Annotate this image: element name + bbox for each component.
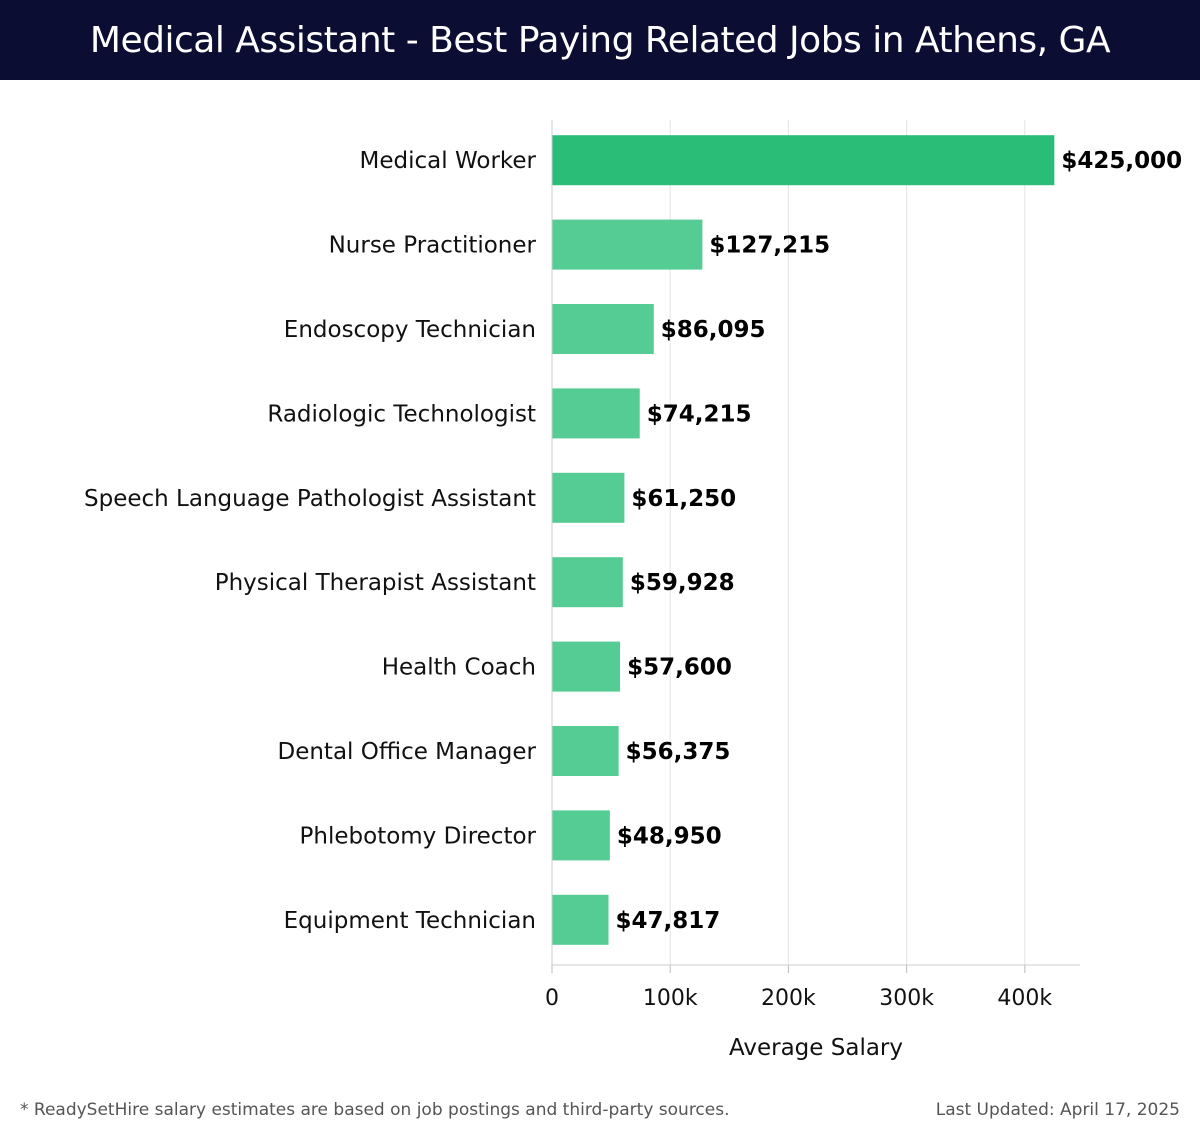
- x-tick-label: 400k: [997, 986, 1052, 1011]
- category-label: Phlebotomy Director: [300, 823, 537, 849]
- value-label: $59,928: [630, 570, 735, 596]
- bar: [552, 726, 619, 776]
- page-title: Medical Assistant - Best Paying Related …: [89, 19, 1111, 61]
- last-updated: Last Updated: April 17, 2025: [935, 1100, 1180, 1120]
- value-label: $56,375: [626, 739, 731, 765]
- x-tick-label: 300k: [879, 986, 934, 1011]
- value-label: $47,817: [616, 908, 721, 934]
- category-label: Nurse Practitioner: [329, 233, 537, 259]
- bar-chart: Medical Worker Nurse Practitioner Endoscop…: [84, 120, 1183, 1061]
- value-labels: $425,000 $127,215 $86,095 $74,215 $61,250 $59…: [616, 148, 1183, 934]
- bar: [552, 810, 610, 861]
- bars: [552, 135, 1055, 945]
- x-axis-title: Average Salary: [729, 1035, 903, 1061]
- category-labels: Medical Worker Nurse Practitioner Endoscop…: [84, 148, 537, 934]
- x-tick-label: 100k: [643, 986, 698, 1011]
- bar: [552, 472, 625, 523]
- category-label: Equipment Technician: [284, 908, 536, 934]
- bar: [552, 135, 1055, 186]
- bar: [552, 219, 703, 270]
- bar: [552, 641, 621, 692]
- x-tick-label: 200k: [761, 986, 816, 1011]
- value-label: $61,250: [631, 486, 736, 512]
- category-label: Endoscopy Technician: [284, 317, 536, 343]
- value-label: $74,215: [647, 401, 752, 427]
- bar: [552, 894, 609, 945]
- x-axis: 0 100k 200k 300k 400k: [545, 120, 1080, 1011]
- footer-note: * ReadySetHire salary estimates are base…: [20, 1100, 730, 1120]
- bar: [552, 557, 623, 608]
- value-label: $425,000: [1061, 148, 1182, 174]
- value-label: $48,950: [617, 823, 722, 849]
- value-label: $86,095: [661, 317, 766, 343]
- value-label: $127,215: [709, 233, 830, 259]
- category-label: Medical Worker: [360, 148, 537, 174]
- category-label: Speech Language Pathologist Assistant: [84, 486, 536, 512]
- category-label: Physical Therapist Assistant: [215, 570, 536, 596]
- title-bar: Medical Assistant - Best Paying Related …: [0, 0, 1200, 80]
- category-label: Health Coach: [382, 655, 536, 681]
- bar: [552, 388, 640, 439]
- x-tick-label: 0: [545, 986, 559, 1011]
- value-label: $57,600: [627, 655, 732, 681]
- category-label: Dental Office Manager: [277, 739, 536, 765]
- category-label: Radiologic Technologist: [267, 401, 536, 427]
- bar: [552, 304, 654, 354]
